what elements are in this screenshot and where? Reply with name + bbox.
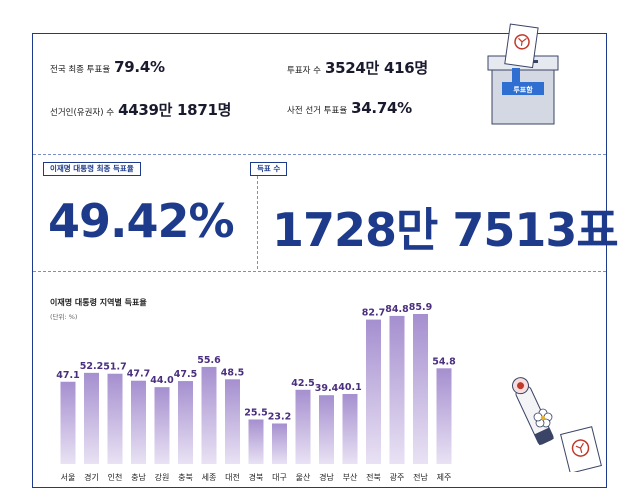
bar-광주 bbox=[389, 315, 405, 464]
bar-value-label: 84.8 bbox=[385, 304, 409, 315]
bar-value-label: 51.7 bbox=[103, 362, 126, 373]
voters-stat: 투표자 수 3524만 416명 bbox=[287, 57, 428, 78]
bar-충북 bbox=[178, 381, 193, 464]
category-label: 세종 bbox=[202, 473, 217, 482]
category-label: 제주 bbox=[437, 473, 452, 482]
bar-value-label: 55.6 bbox=[197, 355, 221, 366]
category-label: 경남 bbox=[319, 472, 334, 482]
category-label: 경기 bbox=[84, 472, 99, 482]
turnout-stat: 전국 최종 투표율 79.4% bbox=[50, 58, 165, 76]
bar-경기 bbox=[84, 372, 99, 464]
highlight-divider bbox=[257, 166, 258, 269]
bar-강원 bbox=[154, 387, 170, 464]
category-label: 서울 bbox=[61, 473, 76, 482]
stamp-icon bbox=[512, 377, 602, 472]
ballot-box-icon: 투표함 bbox=[487, 23, 559, 125]
bar-value-label: 42.5 bbox=[291, 378, 314, 389]
chart-divider bbox=[33, 271, 606, 272]
infographic-frame bbox=[32, 33, 607, 488]
bar-value-label: 44.0 bbox=[150, 375, 174, 386]
bar-대전 bbox=[225, 379, 240, 464]
early-stat: 사전 선거 투표율 34.74% bbox=[287, 99, 412, 117]
bar-충남 bbox=[131, 380, 146, 464]
category-label: 전북 bbox=[366, 472, 381, 482]
chart-title: 이재명 대통령 지역별 득표율 bbox=[50, 298, 147, 307]
final-rate-tag: 이재명 대통령 최종 득표율 bbox=[43, 162, 141, 176]
section-divider bbox=[33, 154, 606, 155]
category-label: 강원 bbox=[155, 472, 170, 482]
bar-value-label: 48.5 bbox=[221, 367, 244, 378]
bar-서울 bbox=[60, 381, 76, 464]
category-label: 충남 bbox=[131, 473, 146, 482]
early-label: 사전 선거 투표율 bbox=[287, 106, 348, 116]
voters-value: 3524만 416명 bbox=[324, 59, 428, 77]
bar-value-label: 25.5 bbox=[244, 407, 267, 418]
bar-value-label: 23.2 bbox=[268, 411, 291, 422]
bar-세종 bbox=[201, 366, 217, 464]
category-label: 인천 bbox=[108, 472, 123, 482]
bar-value-label: 52.2 bbox=[80, 361, 103, 372]
bar-경북 bbox=[248, 419, 264, 464]
category-label: 울산 bbox=[296, 472, 311, 482]
bar-value-label: 47.7 bbox=[127, 369, 150, 380]
ballot-box-label: 투표함 bbox=[513, 85, 533, 94]
bar-value-label: 47.5 bbox=[174, 369, 197, 380]
bar-경남 bbox=[319, 395, 334, 464]
vote-count-value: 1728만 7513표 bbox=[272, 203, 619, 257]
bar-value-label: 39.4 bbox=[315, 383, 339, 394]
category-label: 전남 bbox=[413, 472, 428, 482]
bar-value-label: 54.8 bbox=[432, 356, 456, 367]
electorate-label: 선거인(유권자) 수 bbox=[50, 108, 115, 118]
bar-value-label: 85.9 bbox=[409, 302, 432, 313]
category-label: 부산 bbox=[343, 472, 358, 482]
bar-전북 bbox=[366, 319, 381, 464]
early-value: 34.74% bbox=[351, 99, 412, 117]
final-rate-value: 49.42% bbox=[48, 194, 235, 248]
category-label: 충북 bbox=[178, 473, 193, 482]
bar-제주 bbox=[436, 368, 452, 464]
bar-울산 bbox=[295, 389, 311, 464]
bar-부산 bbox=[342, 393, 358, 464]
bar-value-label: 47.1 bbox=[56, 370, 79, 381]
turnout-value: 79.4% bbox=[114, 58, 165, 76]
voters-label: 투표자 수 bbox=[287, 66, 321, 76]
category-label: 대전 bbox=[225, 472, 240, 482]
category-label: 광주 bbox=[390, 472, 405, 482]
bar-인천 bbox=[107, 373, 123, 464]
electorate-stat: 선거인(유권자) 수 4439만 1871명 bbox=[50, 99, 231, 120]
category-label: 경북 bbox=[249, 472, 264, 482]
bar-value-label: 82.7 bbox=[362, 308, 385, 319]
category-label: 대구 bbox=[272, 473, 287, 482]
vote-count-tag: 득표 수 bbox=[250, 162, 288, 176]
chart-unit: (단위: %) bbox=[50, 313, 78, 321]
bar-대구 bbox=[272, 423, 287, 464]
turnout-label: 전국 최종 투표율 bbox=[50, 65, 111, 75]
electorate-value: 4439만 1871명 bbox=[118, 101, 232, 119]
bar-value-label: 40.1 bbox=[338, 382, 361, 393]
bar-전남 bbox=[413, 314, 428, 464]
